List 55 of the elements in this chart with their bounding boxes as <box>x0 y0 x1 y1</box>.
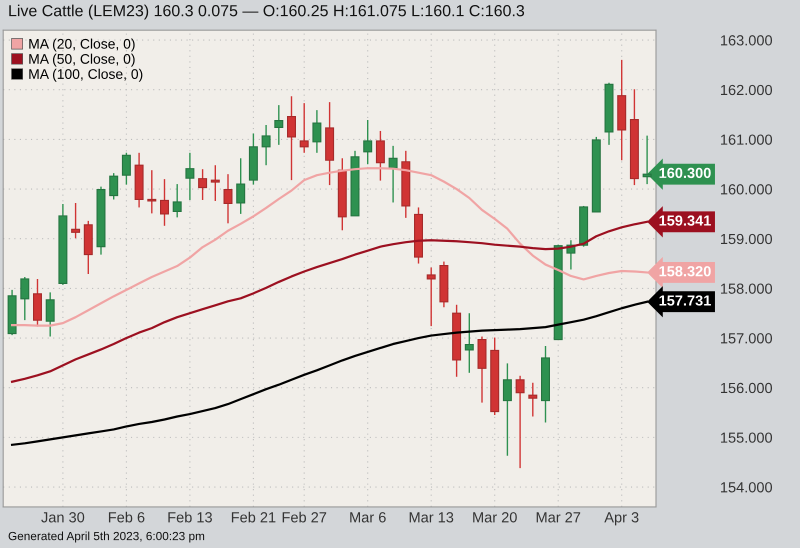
x-tick-label: Mar 27 <box>536 512 580 522</box>
y-tick-label: 163.000 <box>721 35 772 46</box>
candlestick <box>464 312 474 374</box>
candlestick <box>388 145 398 204</box>
y-tick-label: 156.000 <box>721 382 772 394</box>
candlestick <box>122 152 131 186</box>
y-tick-label: 162.000 <box>721 84 772 96</box>
candlestick <box>198 168 208 201</box>
y-tick-label: 160.000 <box>721 184 772 194</box>
candlestick <box>312 109 322 154</box>
data-label: 159.341 <box>660 215 711 226</box>
candlestick <box>274 104 284 146</box>
y-tick-label: 158.000 <box>721 283 772 294</box>
candlestick <box>300 102 309 154</box>
candlestick <box>46 292 55 338</box>
y-tick-label: 159.000 <box>721 234 772 244</box>
data-label: 157.731 <box>660 295 711 306</box>
x-tick-label: Feb 13 <box>168 512 212 522</box>
x-tick-label: Mar 13 <box>410 512 454 522</box>
candlestick <box>376 130 385 182</box>
y-tick-label: 154.000 <box>721 482 772 492</box>
candlestick <box>262 124 271 166</box>
x-tick-label: Apr 3 <box>604 512 638 526</box>
candlestick <box>109 172 118 200</box>
y-tick-label: 161.000 <box>721 134 772 145</box>
x-tick-label: Feb 27 <box>282 512 326 522</box>
legend-label: MA (100, Close, 0) <box>29 68 142 82</box>
candlestick <box>71 202 80 239</box>
chart-title: Live Cattle (LEM23) 160.3 0.075 — O:160.25 H:161.075 L:160.1 C:160.3 <box>9 4 524 20</box>
y-tick-label: 157.000 <box>721 333 772 344</box>
candlestick <box>516 375 525 469</box>
candlestick <box>528 382 538 418</box>
candlestick <box>160 178 169 227</box>
x-tick-label: Mar 6 <box>350 512 386 522</box>
candlestick <box>20 276 30 321</box>
data-label: 158.320 <box>660 266 711 276</box>
x-tick-label: Jan 30 <box>41 512 84 522</box>
candlestick <box>172 183 182 218</box>
legend-label: MA (50, Close, 0) <box>29 54 135 67</box>
candlestick <box>236 158 246 215</box>
candlestick <box>502 362 512 456</box>
candlestick <box>224 173 232 224</box>
candlestick <box>426 266 436 327</box>
text: Generated April 5th 2023, 6:00:23 pm <box>8 532 204 543</box>
x-tick-label: Feb 6 <box>108 512 144 522</box>
x-tick-label: Feb 21 <box>232 512 276 522</box>
candlestick <box>363 119 372 165</box>
candlestick <box>287 95 296 181</box>
y-tick-label: 155.000 <box>721 432 772 443</box>
x-tick-label: Mar 20 <box>473 512 517 522</box>
candlestick <box>147 169 156 214</box>
legend-label: MA (20, Close, 0) <box>29 38 135 52</box>
candlestick <box>185 152 194 201</box>
text: 160.300 <box>660 168 711 178</box>
candlestick <box>210 164 220 202</box>
